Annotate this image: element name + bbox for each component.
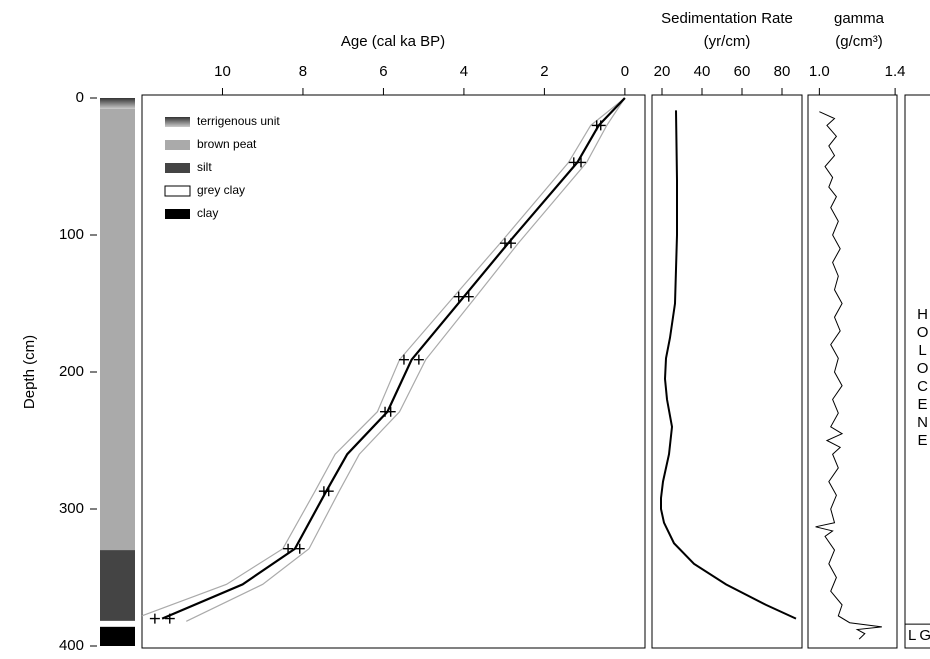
legend-label: brown peat — [197, 137, 257, 151]
x-tick-label: 2 — [540, 63, 548, 80]
lithology-unit — [99, 620, 136, 628]
y-tick-label: 300 — [59, 500, 84, 517]
lithology-unit — [100, 550, 135, 622]
lithology-unit — [100, 108, 135, 551]
legend-swatch — [165, 117, 190, 127]
age-model-line — [161, 97, 626, 620]
panel-frame — [141, 94, 646, 649]
legend-swatch — [165, 140, 190, 150]
date-marker — [283, 543, 294, 554]
date-marker — [463, 291, 474, 302]
x-tick-label: 1.0 — [809, 63, 830, 80]
date-marker — [385, 406, 396, 417]
epoch-label: HOLOCENE — [914, 306, 930, 450]
legend-label: silt — [197, 160, 212, 174]
y-axis-title: Depth (cm) — [21, 335, 38, 409]
y-tick-label: 400 — [59, 637, 84, 654]
date-marker — [506, 238, 517, 249]
x-tick-label: 40 — [694, 63, 711, 80]
y-tick-label: 200 — [59, 363, 84, 380]
date-marker — [398, 354, 409, 365]
date-marker — [164, 613, 175, 624]
legend-item: brown peat — [165, 137, 257, 151]
x-tick-label: 10 — [214, 63, 231, 80]
x-tick-label: 20 — [654, 63, 671, 80]
legend-item: clay — [165, 206, 218, 220]
legend-item: silt — [165, 160, 212, 174]
legend-swatch — [165, 163, 190, 173]
legend-label: clay — [197, 206, 218, 220]
x-tick-label: 80 — [774, 63, 791, 80]
legend-item: grey clay — [164, 183, 245, 197]
x-tick-label: 60 — [734, 63, 751, 80]
profile-line — [660, 110, 797, 620]
legend-swatch — [165, 209, 190, 219]
legend-item: terrigenous unit — [165, 114, 280, 128]
strat-frame — [904, 94, 930, 649]
x-tick-label: 0 — [621, 63, 629, 80]
date-marker — [595, 120, 606, 131]
sed-title: Sedimentation Rate — [661, 10, 793, 27]
gamma-title: gamma — [834, 10, 885, 27]
y-tick-label: 100 — [59, 226, 84, 243]
legend-swatch — [164, 185, 191, 197]
date-marker — [576, 157, 587, 168]
x-tick-label: 4 — [460, 63, 468, 80]
x-tick-label: 8 — [299, 63, 307, 80]
legend-label: terrigenous unit — [197, 114, 280, 128]
date-marker — [323, 486, 334, 497]
date-marker — [413, 354, 424, 365]
lithology-unit — [100, 626, 135, 646]
panel-frame — [651, 94, 803, 649]
date-marker — [294, 543, 305, 554]
lithology-unit — [100, 98, 135, 109]
panel-frame — [807, 94, 898, 649]
legend-label: grey clay — [197, 183, 245, 197]
age-title: Age (cal ka BP) — [341, 33, 445, 50]
date-marker — [149, 613, 160, 624]
x-tick-label: 1.4 — [885, 63, 906, 80]
envelope-line — [186, 97, 626, 622]
date-marker — [453, 291, 464, 302]
epoch-label: LG — [908, 627, 930, 644]
x-tick-label: 6 — [379, 63, 387, 80]
profile-line — [815, 111, 882, 640]
sed-unit: (yr/cm) — [704, 33, 751, 50]
y-tick-label: 0 — [76, 89, 84, 106]
envelope-line — [141, 97, 626, 617]
gamma-unit: (g/cm³) — [835, 33, 883, 50]
